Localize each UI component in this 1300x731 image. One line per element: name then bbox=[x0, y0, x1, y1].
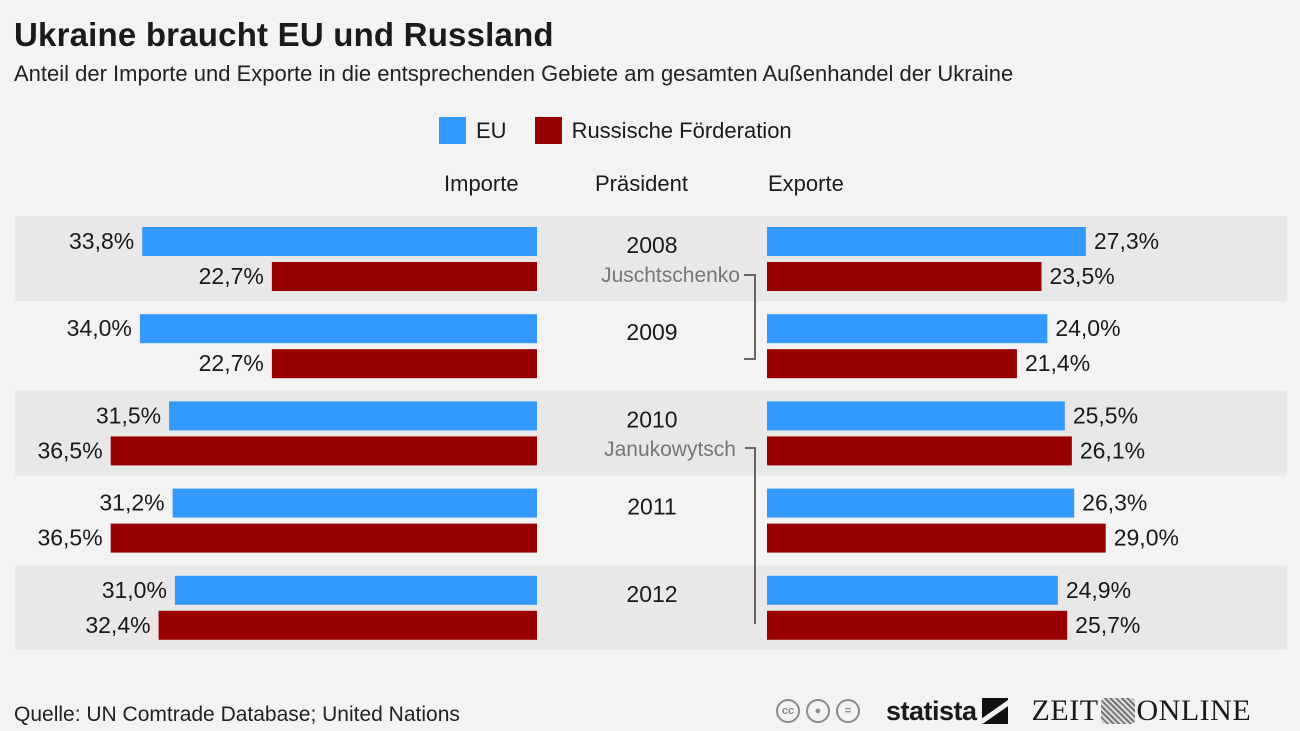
import-label-russia: 36,5% bbox=[37, 437, 102, 463]
import-bar-russia bbox=[158, 610, 537, 640]
import-label-russia: 22,7% bbox=[199, 263, 264, 289]
source-note: Quelle: UN Comtrade Database; United Nat… bbox=[14, 703, 460, 726]
chart-title: Ukraine braucht EU und Russland bbox=[14, 16, 554, 53]
column-header-president: Präsident bbox=[595, 171, 688, 196]
export-label-russia: 26,1% bbox=[1080, 437, 1145, 463]
import-bar-russia bbox=[110, 523, 538, 553]
import-label-russia: 36,5% bbox=[37, 525, 102, 551]
statista-label: statista bbox=[886, 695, 977, 726]
legend-item-eu: EU bbox=[439, 117, 507, 144]
export-bar-eu bbox=[767, 314, 1048, 344]
export-bar-eu bbox=[767, 227, 1086, 256]
export-label-eu: 24,0% bbox=[1055, 315, 1120, 341]
president-bracket-janukowytsch bbox=[745, 447, 756, 624]
import-label-eu: 31,0% bbox=[102, 577, 167, 603]
statista-logo: statista bbox=[886, 696, 1008, 727]
online-label: ONLINE bbox=[1136, 694, 1252, 727]
by-icon: ● bbox=[806, 699, 830, 723]
zeit-online-logo: ZEIT ONLINE bbox=[1032, 694, 1252, 728]
president-label-janukowytsch: Janukowytsch bbox=[604, 438, 736, 461]
export-label-russia: 25,7% bbox=[1075, 612, 1140, 638]
legend-item-russia: Russische Förderation bbox=[534, 117, 792, 144]
zeit-label: ZEIT bbox=[1031, 694, 1099, 727]
export-label-russia: 29,0% bbox=[1114, 525, 1179, 551]
legend-label-eu: EU bbox=[476, 117, 507, 143]
year-label: 2008 bbox=[626, 232, 677, 258]
import-label-russia: 32,4% bbox=[85, 612, 150, 638]
export-bar-russia bbox=[767, 349, 1017, 379]
import-label-eu: 34,0% bbox=[67, 315, 132, 341]
legend: EU Russische Förderation bbox=[439, 117, 820, 144]
export-bar-russia bbox=[767, 436, 1072, 466]
export-label-russia: 23,5% bbox=[1049, 263, 1114, 289]
year-label: 2010 bbox=[626, 406, 677, 432]
legend-label-russia: Russische Förderation bbox=[571, 117, 792, 143]
export-label-eu: 27,3% bbox=[1094, 228, 1159, 254]
import-bar-eu bbox=[139, 314, 537, 344]
statista-mark-icon bbox=[981, 698, 1008, 724]
import-bar-russia bbox=[271, 349, 537, 379]
column-header-exports: Exporte bbox=[768, 171, 844, 196]
export-bar-eu bbox=[767, 401, 1065, 431]
export-bar-eu bbox=[767, 488, 1075, 518]
cc-icon: cc bbox=[776, 699, 800, 723]
export-label-eu: 25,5% bbox=[1073, 402, 1138, 428]
export-bar-russia bbox=[767, 262, 1042, 291]
import-bar-eu bbox=[142, 227, 537, 256]
legend-swatch-russia bbox=[534, 117, 562, 144]
nd-icon: = bbox=[836, 699, 860, 723]
import-bar-eu bbox=[174, 575, 538, 605]
export-bar-russia bbox=[767, 610, 1068, 640]
export-label-eu: 26,3% bbox=[1082, 490, 1147, 516]
import-bar-eu bbox=[169, 401, 537, 431]
year-label: 2012 bbox=[626, 581, 677, 607]
import-bar-russia bbox=[271, 262, 537, 291]
chart-subtitle: Anteil der Importe und Exporte in die en… bbox=[14, 61, 1014, 86]
export-bar-eu bbox=[767, 575, 1058, 605]
import-label-eu: 33,8% bbox=[69, 228, 134, 254]
export-label-russia: 21,4% bbox=[1025, 350, 1090, 376]
import-label-eu: 31,2% bbox=[99, 490, 164, 516]
export-label-eu: 24,9% bbox=[1066, 577, 1131, 603]
president-bracket-juschtschenko bbox=[744, 274, 756, 360]
import-label-eu: 31,5% bbox=[96, 402, 161, 428]
import-bar-russia bbox=[110, 436, 538, 466]
legend-swatch-eu bbox=[439, 117, 466, 144]
president-label-juschtschenko: Juschtschenko bbox=[601, 264, 740, 287]
year-label: 2009 bbox=[626, 319, 677, 345]
zeit-crest-icon bbox=[1100, 698, 1135, 724]
import-bar-eu bbox=[172, 488, 538, 518]
year-label: 2011 bbox=[627, 494, 676, 520]
logos: cc ● = statista ZEIT ONLINE bbox=[776, 694, 1251, 728]
import-label-russia: 22,7% bbox=[199, 350, 264, 376]
export-bar-russia bbox=[767, 523, 1106, 553]
column-header-imports: Importe bbox=[444, 171, 519, 196]
